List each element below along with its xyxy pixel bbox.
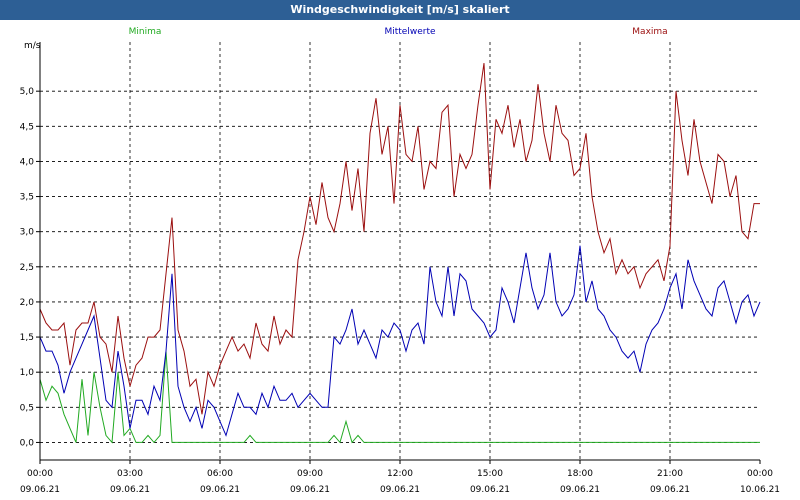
wind-speed-chart: Minima Mittelwerte Maxima m/s 0,0 0,5 1,0 1,5… <box>20 27 780 495</box>
x-tick-date: 09.06.21 <box>290 485 330 495</box>
x-tick-date: 09.06.21 <box>110 485 150 495</box>
legend-item-minima: Minima <box>129 27 162 37</box>
y-axis-label: m/s <box>24 41 41 51</box>
x-tick-date: 09.06.21 <box>20 485 60 495</box>
legend-item-maxima: Maxima <box>632 27 667 37</box>
x-tick-time: 03:00 <box>117 469 143 479</box>
x-tick-date: 09.06.21 <box>470 485 510 495</box>
x-tick-time: 00:00 <box>27 469 53 479</box>
x-tick-time: 06:00 <box>207 469 233 479</box>
chart-grid <box>40 42 760 460</box>
x-tick-time: 18:00 <box>567 469 593 479</box>
x-tick-date: 09.06.21 <box>380 485 420 495</box>
x-tick-time: 21:00 <box>657 469 683 479</box>
y-tick-label: 2,5 <box>20 263 34 273</box>
y-tick-label: 3,5 <box>20 193 34 203</box>
series-line-maxima <box>39 63 760 415</box>
x-tick-time: 00:00 <box>747 469 773 479</box>
legend-item-mittelwerte: Mittelwerte <box>384 27 435 37</box>
y-tick-label: 0,0 <box>20 438 35 448</box>
window-title: Windgeschwindigkeit [m/s] skaliert <box>0 0 800 20</box>
y-tick-label: 4,0 <box>20 157 35 167</box>
chart-legend: Minima Mittelwerte Maxima <box>129 27 668 37</box>
x-axis: 00:00 09.06.21 03:00 09.06.21 06:00 09.06.21 0… <box>20 460 780 495</box>
y-tick-label: 1,0 <box>20 368 35 378</box>
chart-series <box>39 63 761 444</box>
x-tick-time: 12:00 <box>387 469 413 479</box>
x-tick-time: 15:00 <box>477 469 503 479</box>
x-tick-date: 09.06.21 <box>560 485 600 495</box>
x-tick-date: 09.06.21 <box>200 485 240 495</box>
x-tick-date: 10.06.21 <box>740 485 780 495</box>
series-line-mittelwerte <box>39 245 761 437</box>
series-line-minima <box>39 351 760 444</box>
y-tick-label: 2,0 <box>20 298 35 308</box>
x-tick-time: 09:00 <box>297 469 323 479</box>
y-tick-label: 4,5 <box>20 122 34 132</box>
y-tick-label: 1,5 <box>20 333 34 343</box>
y-axis: 0,0 0,5 1,0 1,5 2,0 2,5 3,0 3,5 4,0 4,5 5,0 <box>20 87 40 448</box>
y-tick-label: 5,0 <box>20 87 35 97</box>
x-tick-date: 09.06.21 <box>650 485 690 495</box>
y-tick-label: 3,0 <box>20 228 35 238</box>
y-tick-label: 0,5 <box>20 403 34 413</box>
